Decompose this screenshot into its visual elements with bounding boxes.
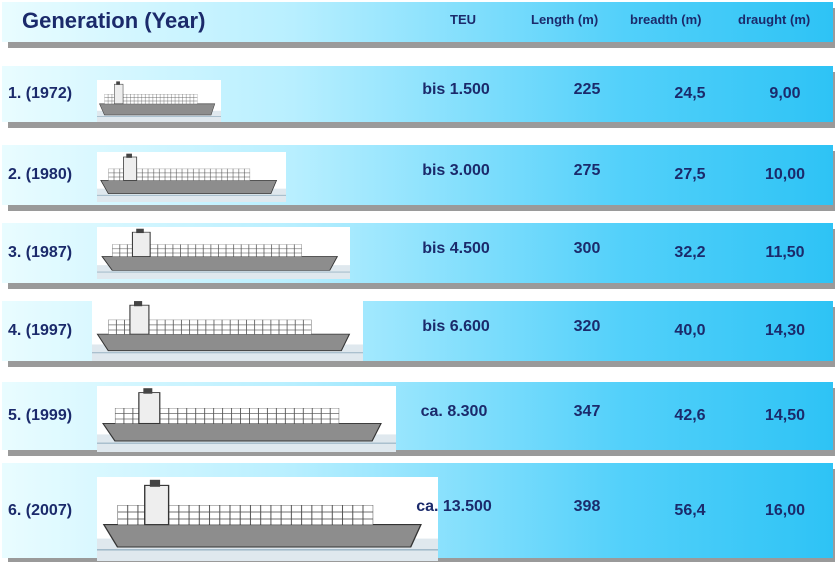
breadth-cell: 24,5: [674, 85, 706, 102]
teu-cell: ca. 8.300: [420, 403, 488, 420]
column-header: Length (m): [531, 12, 599, 27]
column-header: draught (m): [738, 12, 811, 27]
ship-image: [97, 152, 286, 202]
length-cell: 225: [573, 81, 601, 98]
breadth-cell: 32,2: [674, 244, 706, 261]
generation-label: 2. (1980): [8, 166, 73, 183]
length-cell: 398: [573, 497, 601, 515]
draught-cell: 10,00: [764, 166, 806, 183]
header-bar: [2, 2, 833, 42]
column-header: TEU: [450, 12, 476, 27]
generation-label: 4. (1997): [8, 322, 73, 339]
draught-cell: 14,30: [764, 322, 806, 339]
length-cell: 347: [573, 403, 601, 420]
breadth-cell: 40,0: [674, 322, 706, 339]
column-header: breadth (m): [630, 12, 702, 27]
length-cell: 275: [573, 162, 601, 179]
draught-cell: 9,00: [769, 85, 801, 102]
ship-image: [92, 299, 363, 361]
teu-cell: bis 6.600: [422, 318, 490, 335]
draught-cell: 11,50: [765, 244, 805, 261]
generation-label: 5. (1999): [8, 407, 73, 424]
generation-label: 1. (1972): [8, 85, 73, 102]
generation-label: 3. (1987): [8, 244, 73, 261]
breadth-cell: 27,5: [674, 166, 706, 183]
ship-image: [97, 386, 396, 452]
ship-image: [97, 227, 350, 279]
teu-cell: bis 4.500: [422, 240, 490, 257]
ship-image: [97, 80, 221, 122]
header-title: Generation (Year): [22, 8, 206, 33]
length-cell: 300: [573, 240, 601, 257]
teu-cell: bis 1.500: [422, 81, 490, 98]
breadth-cell: 42,6: [674, 407, 706, 424]
teu-cell: bis 3.000: [422, 162, 490, 179]
draught-cell: 16,00: [764, 501, 806, 519]
teu-cell: ca. 13.500: [416, 497, 492, 515]
generation-label: 6. (2007): [8, 501, 73, 519]
ship-image: [97, 477, 438, 561]
length-cell: 320: [573, 318, 601, 335]
draught-cell: 14,50: [764, 407, 806, 424]
breadth-cell: 56,4: [674, 501, 706, 519]
